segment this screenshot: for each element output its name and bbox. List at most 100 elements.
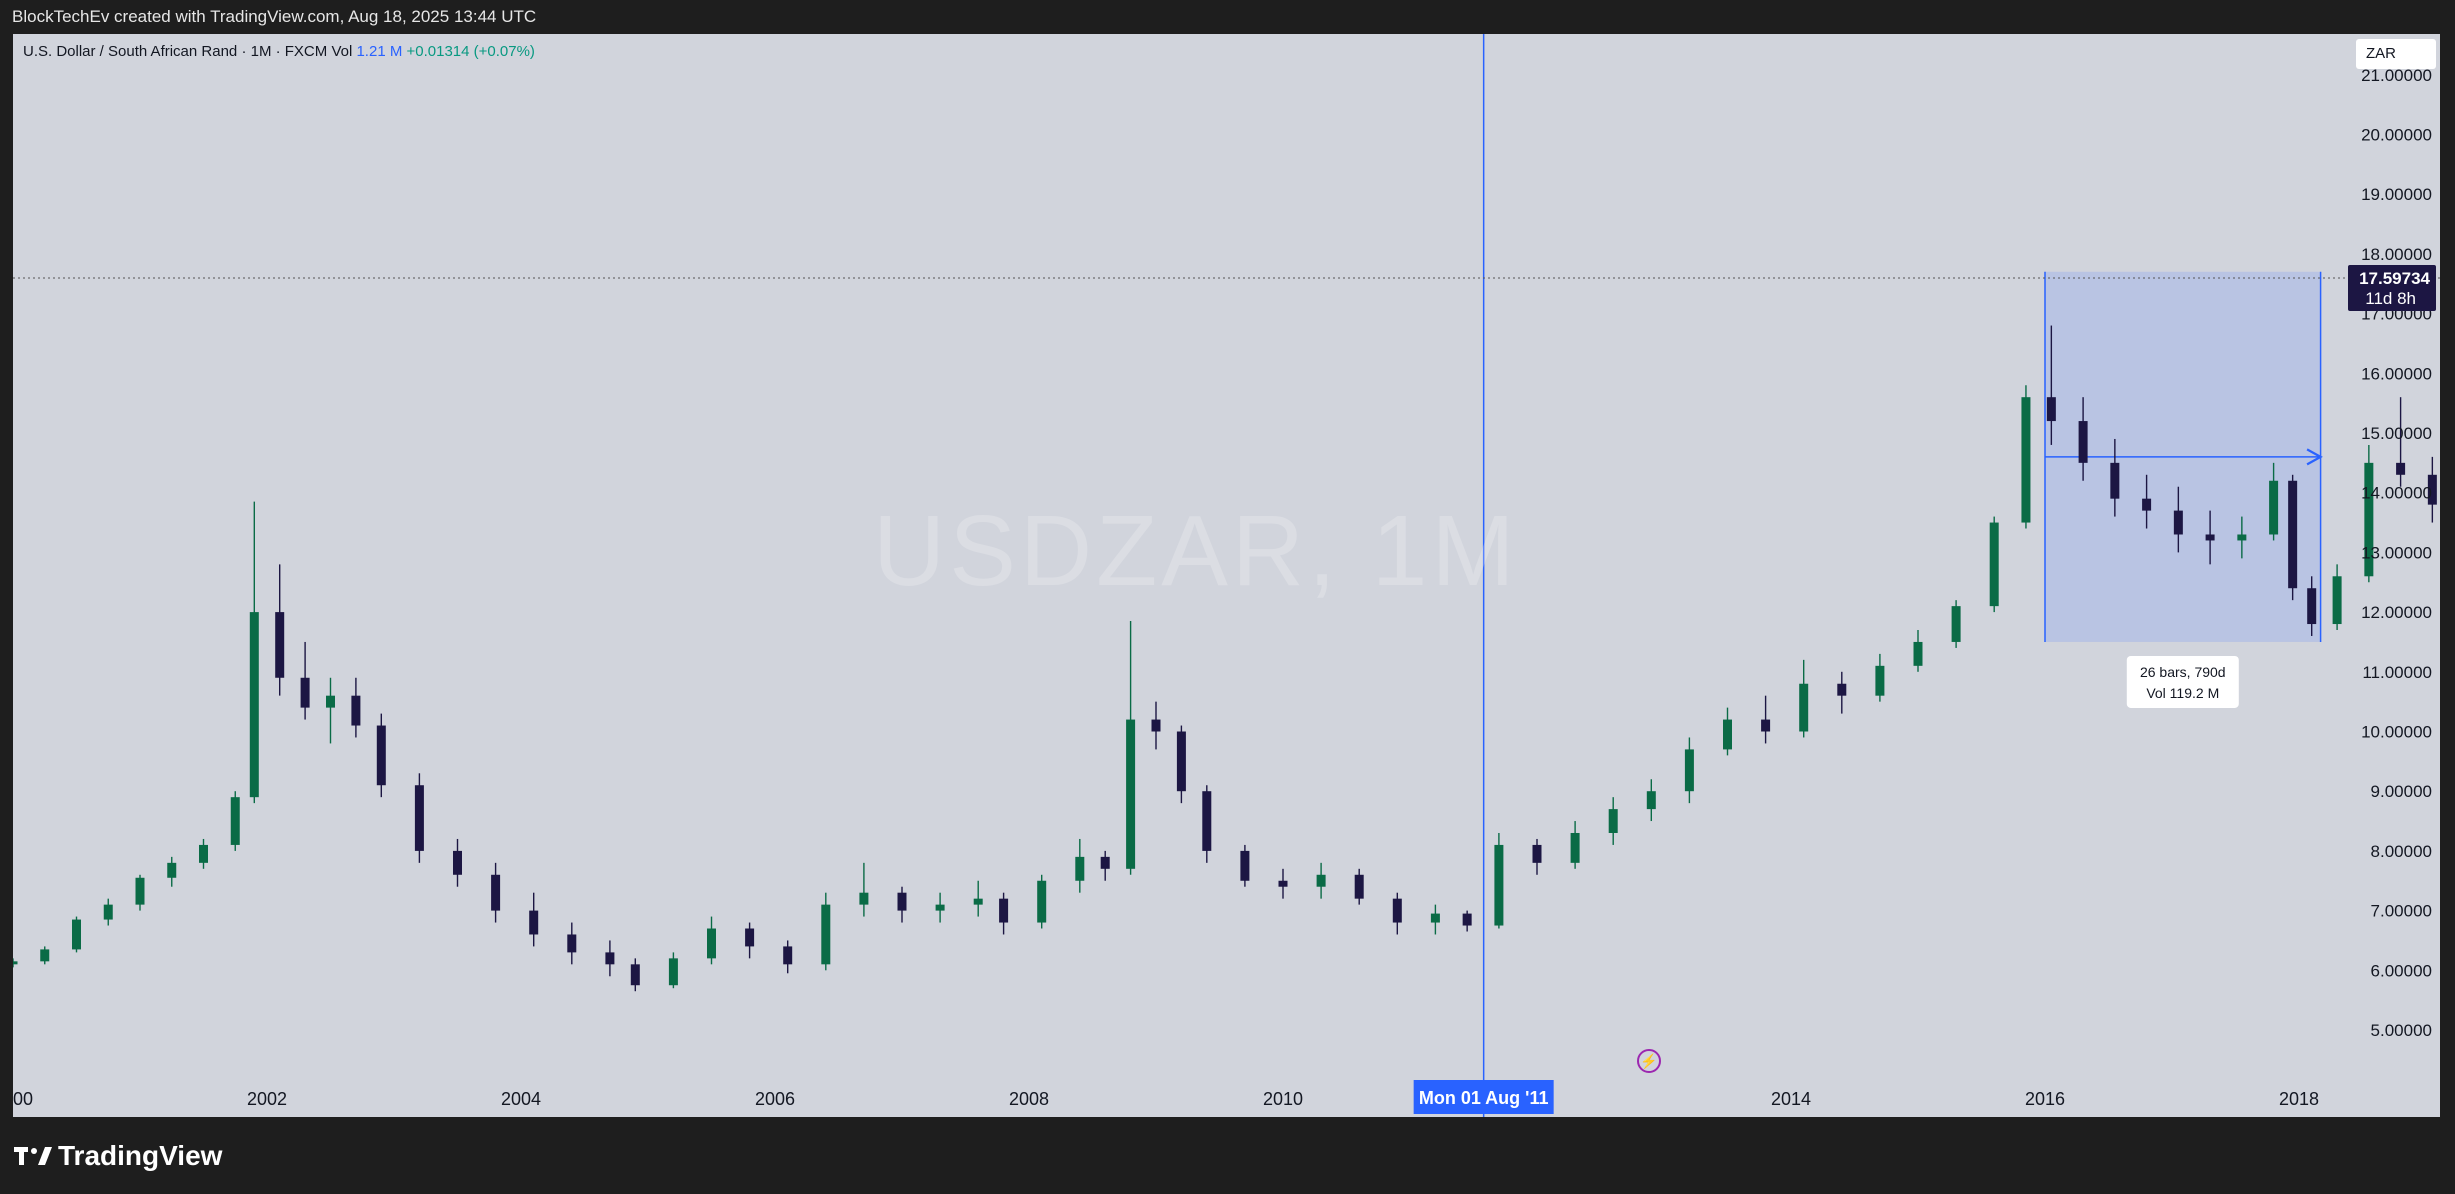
- candle-up: [1126, 719, 1136, 869]
- bar-countdown: 11d 8h: [2365, 289, 2416, 308]
- currency-button[interactable]: ZAR: [2356, 39, 2436, 69]
- candle-down: [2288, 480, 2298, 589]
- candle-down: [1176, 731, 1186, 792]
- y-tick-label: 15.00000: [2361, 424, 2432, 443]
- y-tick-label: 7.00000: [2371, 902, 2432, 921]
- candle-down: [300, 677, 310, 708]
- candle-down: [999, 898, 1009, 923]
- candle-down: [1278, 880, 1288, 887]
- y-tick-label: 21.00000: [2361, 66, 2432, 85]
- candle-up: [1875, 665, 1885, 696]
- candle-up: [2364, 462, 2374, 577]
- candle-down: [1151, 719, 1161, 732]
- volume-value: 1.21 M: [356, 43, 403, 60]
- x-tick-label: 2006: [755, 1089, 795, 1109]
- symbol-legend[interactable]: U.S. Dollar / South African Rand · 1M · …: [23, 43, 535, 60]
- candle-up: [1430, 913, 1440, 923]
- candle-up: [326, 695, 335, 708]
- candle-down: [783, 946, 793, 965]
- y-tick-label: 19.00000: [2361, 185, 2432, 204]
- candle-down: [275, 612, 285, 678]
- crosshair-date-label: Mon 01 Aug '11: [1419, 1088, 1549, 1108]
- x-tick-label: 2018: [2279, 1089, 2319, 1109]
- y-tick-label: 11.00000: [2362, 663, 2432, 682]
- lightning-icon[interactable]: ⚡: [1637, 1049, 1661, 1073]
- candle-up: [1075, 856, 1085, 881]
- candle-down: [2396, 462, 2406, 475]
- candle-up: [230, 797, 240, 845]
- candle-down: [1761, 719, 1771, 732]
- x-tick-label: 2010: [1263, 1089, 1303, 1109]
- date-range-bars-label: 26 bars, 790d: [2140, 664, 2226, 680]
- x-tick-label: 2002: [247, 1089, 287, 1109]
- candle-up: [973, 898, 983, 905]
- x-tick-label: 2004: [501, 1089, 541, 1109]
- candle-down: [1100, 856, 1110, 869]
- candle-up: [72, 919, 81, 950]
- y-tick-label: 9.00000: [2371, 782, 2432, 801]
- date-range-label-box: [2126, 655, 2239, 708]
- candle-down: [897, 892, 907, 911]
- candle-down: [2078, 421, 2088, 463]
- candle-down: [1462, 913, 1472, 926]
- chart-attribution: BlockTechEv created with TradingView.com…: [12, 7, 537, 26]
- candle-up: [1951, 606, 1961, 642]
- candle-up: [935, 904, 945, 911]
- candle-down: [2427, 474, 2437, 505]
- candle-down: [1532, 844, 1542, 863]
- candle-down: [630, 964, 640, 986]
- y-tick-label: 12.00000: [2361, 603, 2432, 622]
- price-change: +0.01314 (+0.07%): [406, 43, 535, 60]
- candle-down: [2046, 397, 2056, 422]
- candle-down: [351, 695, 361, 726]
- y-tick-label: 8.00000: [2371, 842, 2432, 861]
- candle-down: [1240, 850, 1250, 881]
- candle-up: [199, 844, 208, 863]
- candle-down: [453, 850, 462, 875]
- candle-down: [376, 725, 386, 786]
- y-tick-label: 5.00000: [2371, 1021, 2432, 1040]
- symbol-watermark: USDZAR, 1M: [873, 495, 1519, 607]
- candle-up: [1989, 522, 1999, 607]
- candle-up: [40, 949, 50, 962]
- candle-down: [2110, 462, 2120, 499]
- symbol-title: U.S. Dollar / South African Rand · 1M · …: [23, 43, 328, 60]
- candle-down: [491, 874, 501, 911]
- candle-up: [1913, 641, 1923, 666]
- candle-up: [1799, 683, 1809, 732]
- volume-label: Vol: [331, 43, 353, 60]
- candle-up: [821, 904, 831, 965]
- brand-name: TradingView: [58, 1140, 223, 1171]
- candle-down: [1837, 683, 1847, 696]
- y-tick-label: 6.00000: [2371, 961, 2432, 980]
- candle-up: [1684, 749, 1694, 792]
- candle-down: [745, 928, 755, 947]
- y-tick-label: 10.00000: [2361, 723, 2432, 742]
- tv-logo-icon: [14, 1145, 52, 1167]
- last-price-value: 17.59734: [2359, 269, 2430, 288]
- y-tick-label: 14.00000: [2361, 484, 2432, 503]
- y-tick-label: 13.00000: [2361, 543, 2432, 562]
- candle-up: [707, 928, 716, 959]
- candle-up: [1494, 844, 1504, 926]
- candle-down: [529, 910, 539, 935]
- candle-up: [249, 612, 259, 798]
- candle-up: [135, 877, 145, 905]
- candle-down: [2173, 510, 2183, 535]
- candle-down: [567, 934, 577, 953]
- candle-down: [2307, 588, 2317, 625]
- candle-up: [1723, 719, 1732, 750]
- last-price-badge: [2348, 264, 2436, 311]
- candle-up: [2332, 576, 2342, 625]
- candle-down: [2142, 498, 2152, 511]
- x-tick-label: 2014: [1771, 1089, 1811, 1109]
- candle-down: [1392, 898, 1402, 923]
- x-tick-label: 2016: [2025, 1089, 2065, 1109]
- candle-up: [859, 892, 869, 905]
- date-range-volume-label: Vol 119.2 M: [2146, 685, 2219, 701]
- candle-down: [2205, 534, 2215, 541]
- crosshair-date-badge: [1413, 1080, 1554, 1114]
- tradingview-logo[interactable]: TradingView: [14, 1140, 222, 1172]
